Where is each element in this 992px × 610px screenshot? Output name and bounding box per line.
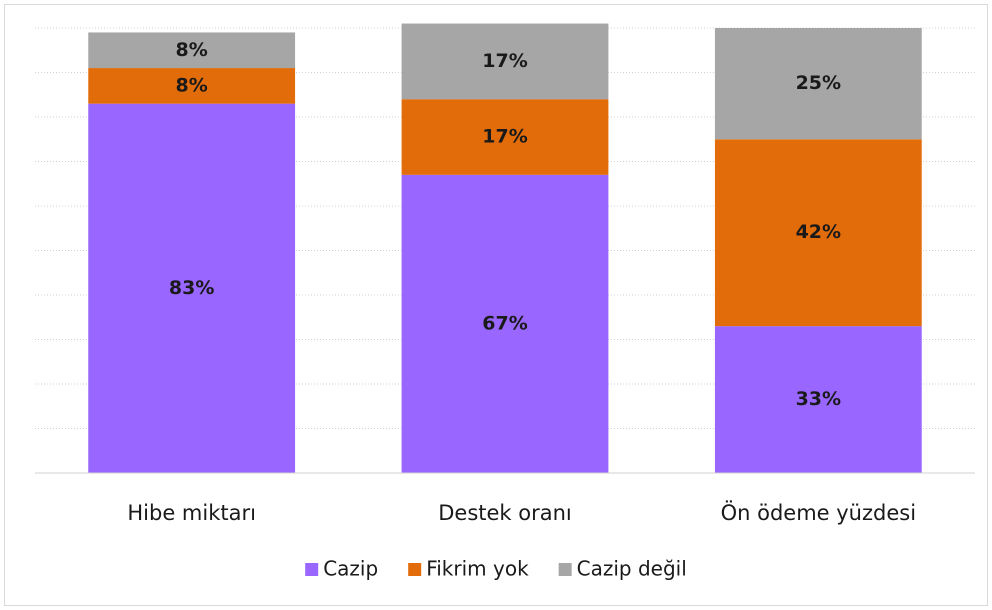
bar-segment	[714, 326, 922, 473]
data-label: 8%	[176, 74, 208, 96]
bar-segment	[401, 99, 609, 175]
data-label: 42%	[796, 221, 841, 243]
data-label: 25%	[796, 72, 841, 94]
data-label: 17%	[482, 50, 527, 72]
bar-segment	[401, 23, 609, 100]
x-tick-label: Destek oranı	[438, 501, 572, 525]
bar-segment	[714, 139, 922, 327]
legend-label: Fikrim yok	[426, 557, 529, 581]
data-label: 83%	[169, 277, 214, 299]
bar-segment	[401, 174, 609, 473]
bar-segment	[714, 28, 922, 140]
legend-swatch	[408, 563, 422, 576]
legend-label: Cazip değil	[577, 557, 687, 581]
x-tick-label: Ön ödeme yüzdesi	[721, 500, 916, 525]
bar-segment	[88, 32, 296, 69]
data-label: 33%	[796, 388, 841, 410]
data-label: 8%	[176, 39, 208, 61]
bar-segment	[88, 68, 296, 104]
legend-swatch	[305, 563, 319, 576]
x-tick-label: Hibe miktarı	[127, 501, 256, 525]
legend-label: Cazip	[323, 557, 378, 581]
data-label: 67%	[482, 312, 527, 334]
bar-segment	[88, 103, 296, 474]
legend-swatch	[558, 563, 572, 576]
data-label: 17%	[482, 126, 527, 148]
